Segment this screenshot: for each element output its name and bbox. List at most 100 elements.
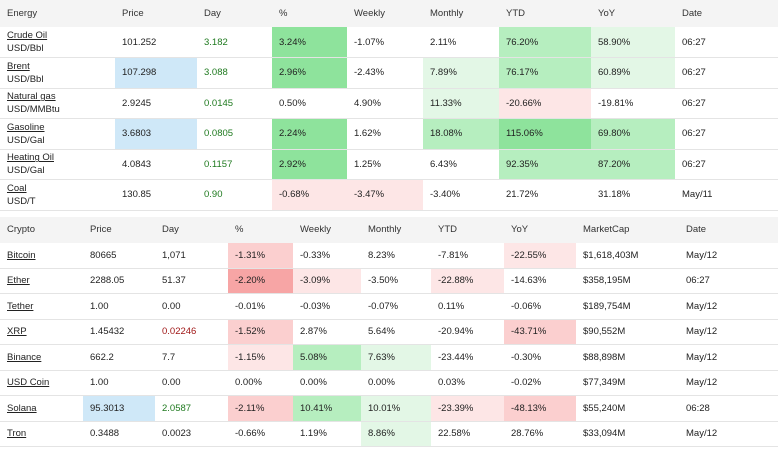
ytd-cell: 76.20% [499,27,591,58]
table-row: Gasoline USD/Gal 3.6803 0.0805 2.24% 1.62… [0,118,778,149]
table-row: Tron 0.3488 0.0023 -0.66% 1.19% 8.86% 22… [0,421,778,447]
day-change-cell: 0.00 [162,300,181,312]
commodity-link[interactable]: Crude Oil [7,30,48,41]
marketcap-cell: $358,195M [583,275,631,287]
unit-label: USD/MMBtu [7,104,60,116]
marketcap-cell: $88,898M [583,351,626,363]
commodity-link[interactable]: Heating Oil [7,152,54,164]
yoy-cell: -48.13% [504,395,576,421]
percent-cell: -2.20% [228,268,293,294]
weekly-cell: 1.25% [354,158,381,170]
date-cell: May/12 [686,351,718,363]
date-cell: May/12 [686,377,718,389]
monthly-cell: 8.23% [368,249,395,261]
monthly-cell: 8.86% [361,421,431,447]
weekly-cell: 1.62% [354,128,381,140]
percent-cell: -0.01% [235,300,266,312]
table-row: Heating Oil USD/Gal 4.0843 0.1157 2.92% 1… [0,149,778,180]
yoy-cell: 69.80% [591,118,675,149]
crypto-link[interactable]: Solana [7,402,37,414]
monthly-cell: 10.01% [361,395,431,421]
table-row: Crude Oil USD/Bbl 101.252 3.182 3.24% -1.… [0,27,778,58]
ytd-cell: -20.66% [499,88,591,119]
percent-cell: -0.66% [235,428,266,440]
percent-cell: -2.11% [228,395,293,421]
weekly-cell: 4.90% [354,97,381,109]
crypto-name-cell: USD Coin [0,370,83,396]
ytd-cell: 22.58% [438,428,471,440]
commodity-name-cell: Heating Oil USD/Gal [0,149,115,180]
weekly-cell: 1.19% [300,428,327,440]
table-row: Bitcoin 80665 1,071 -1.31% -0.33% 8.23% … [0,242,778,269]
table-row: USD Coin 1.00 0.00 0.00% 0.00% 0.00% 0.0… [0,370,778,396]
date-cell: May/12 [686,326,718,338]
weekly-cell: 0.00% [300,377,327,389]
commodity-link[interactable]: Brent [7,60,30,72]
yoy-cell: -0.30% [511,351,542,363]
table-row: Binance 662.2 7.7 -1.15% 5.08% 7.63% -23… [0,344,778,371]
monthly-cell: -3.50% [368,275,399,287]
price-cell: 2288.05 [90,275,125,287]
crypto-link[interactable]: Tether [7,300,34,312]
crypto-link[interactable]: USD Coin [7,377,50,389]
crypto-link[interactable]: Ether [7,275,30,287]
price-cell: 0.3488 [90,428,120,440]
col-header-energy: Energy [7,8,38,19]
crypto-table: Crypto Price Day % Weekly Monthly YTD Yo… [0,216,778,448]
percent-cell: 2.92% [272,149,347,180]
col-header-ytd: YTD [506,8,525,19]
table-row: Ether 2288.05 51.37 -2.20% -3.09% -3.50%… [0,268,778,294]
date-cell: 06:27 [682,128,706,140]
crypto-header-row: Crypto Price Day % Weekly Monthly YTD Yo… [0,216,778,243]
crypto-link[interactable]: Binance [7,351,42,363]
ytd-cell: -23.44% [438,351,474,363]
day-change-cell: 7.7 [162,351,176,363]
price-cell: 101.252 [122,36,157,48]
ytd-cell: 115.06% [499,118,591,149]
percent-cell: 3.24% [272,27,347,58]
price-cell: 1.00 [90,300,109,312]
crypto-name-cell: Solana [0,396,83,422]
col-header-yoy: YoY [598,8,616,19]
yoy-cell: 58.90% [591,27,675,58]
monthly-cell: 11.33% [423,88,499,119]
table-row: Tether 1.00 0.00 -0.01% -0.03% -0.07% 0.… [0,294,778,319]
monthly-cell: -0.07% [368,300,399,312]
day-change-cell: 0.0145 [204,97,234,109]
energy-table: Energy Price Day % Weekly Monthly YTD Yo… [0,0,778,211]
commodity-link[interactable]: Gasoline [7,121,45,133]
price-cell: 107.298 [115,57,197,88]
commodity-link[interactable]: Coal [7,182,27,194]
commodity-name-cell: Natural gas USD/MMBtu [0,88,115,119]
crypto-link[interactable]: Bitcoin [7,249,36,261]
crypto-name-cell: Bitcoin [0,243,83,269]
col-header-date: Date [682,8,703,19]
col-header-yoy: YoY [511,224,529,235]
yoy-cell: 31.18% [598,189,631,201]
price-cell: 2.9245 [122,97,152,109]
col-header-ytd: YTD [438,224,457,235]
crypto-name-cell: Binance [0,345,83,371]
ytd-cell: 92.35% [499,149,591,180]
commodity-link[interactable]: Natural gas [7,91,56,103]
date-cell: 06:27 [682,158,706,170]
marketcap-cell: $189,754M [583,300,631,312]
crypto-link[interactable]: Tron [7,428,27,440]
table-row: Brent USD/Bbl 107.298 3.088 2.96% -2.43% … [0,57,778,88]
ytd-cell: 0.11% [438,300,465,312]
monthly-cell: -3.40% [430,189,461,201]
col-header-day: Day [204,8,221,19]
col-header-price: Price [122,8,144,19]
col-header-monthly: Monthly [368,224,402,235]
energy-header-row: Energy Price Day % Weekly Monthly YTD Yo… [0,0,778,27]
monthly-cell: 2.11% [430,36,457,48]
col-header-day: Day [162,224,179,235]
monthly-cell: 7.89% [423,57,499,88]
ytd-cell: 0.03% [438,377,465,389]
crypto-link[interactable]: XRP [7,326,27,338]
weekly-cell: -3.09% [293,268,361,294]
percent-cell: -1.31% [228,242,293,268]
day-change-cell: 3.182 [204,36,228,48]
marketcap-cell: $90,552M [583,326,626,338]
unit-label: USD/Bbl [7,73,44,85]
